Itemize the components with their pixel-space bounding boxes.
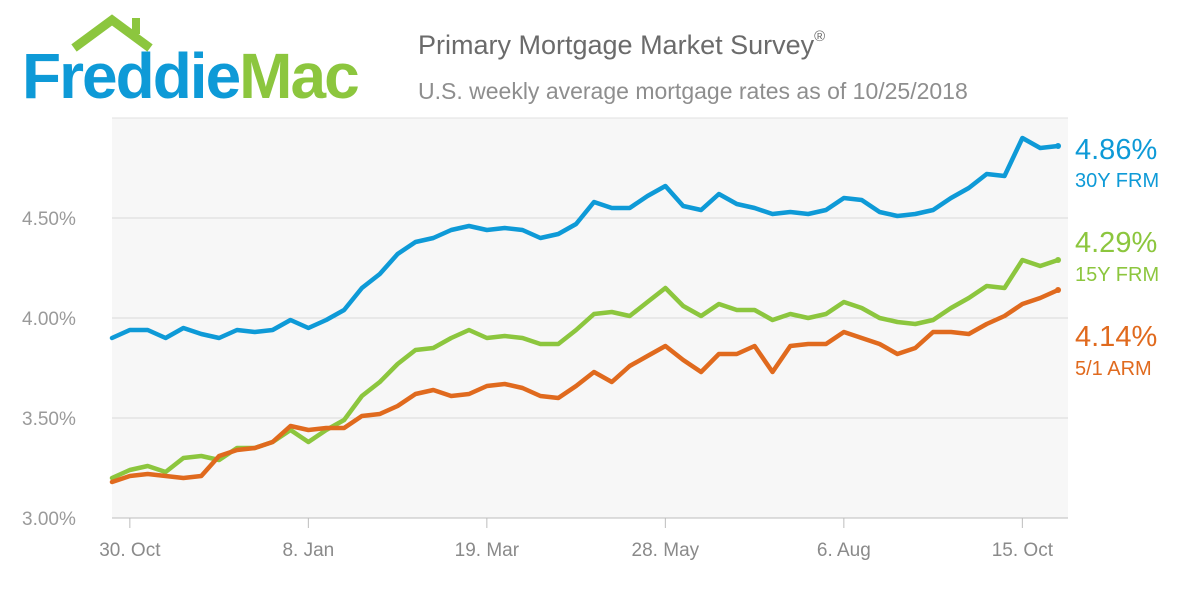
logo-wordmark: FreddieMac [22, 44, 360, 108]
series-line [109, 287, 1061, 485]
series-line [109, 135, 1061, 341]
series-end-point [1055, 257, 1062, 263]
end-value-label: 4.14% [1075, 321, 1158, 353]
chart-title: Primary Mortgage Market Survey® [418, 28, 826, 61]
freddie-mac-logo: FreddieMac [22, 14, 382, 114]
end-value-label: 4.86% [1075, 134, 1158, 166]
series-lines [109, 135, 1062, 485]
x-tick-label: 30. Oct [99, 540, 161, 561]
registered-mark: ® [814, 28, 826, 45]
series-name-label: 30Y FRM [1075, 170, 1160, 192]
series-5-1-arm [109, 287, 1062, 485]
chart-subtitle: U.S. weekly average mortgage rates as of… [418, 78, 968, 104]
y-tick-label: 3.00% [22, 509, 76, 530]
y-tick-label: 3.50% [22, 409, 76, 430]
x-tick-label: 15. Oct [992, 540, 1054, 561]
series-name-label: 5/1 ARM [1075, 358, 1152, 380]
x-tick-label: 6. Aug [817, 540, 871, 561]
x-tick-label: 28. May [632, 540, 700, 561]
logo-word-mac: Mac [239, 40, 359, 112]
logo-word-freddie: Freddie [22, 40, 241, 112]
x-axis: 30. Oct 8. Jan 19. Mar 28. May 6. Aug 15. Oct [99, 517, 1068, 561]
house-roof-icon [71, 14, 153, 52]
series-30y-frm [109, 135, 1062, 341]
x-tick-label: 19. Mar [455, 540, 520, 561]
x-tick-label: 8. Jan [282, 540, 334, 561]
series-end-point [1055, 143, 1062, 149]
y-tick-label: 4.50% [22, 209, 76, 230]
chart-title-text: Primary Mortgage Market Survey [418, 30, 815, 60]
series-name-label: 15Y FRM [1075, 264, 1160, 286]
y-axis: 3.00% 3.50% 4.00% 4.50% [22, 209, 76, 530]
end-value-label: 4.29% [1075, 227, 1158, 259]
y-tick-label: 4.00% [22, 309, 76, 330]
series-end-point [1055, 287, 1062, 293]
